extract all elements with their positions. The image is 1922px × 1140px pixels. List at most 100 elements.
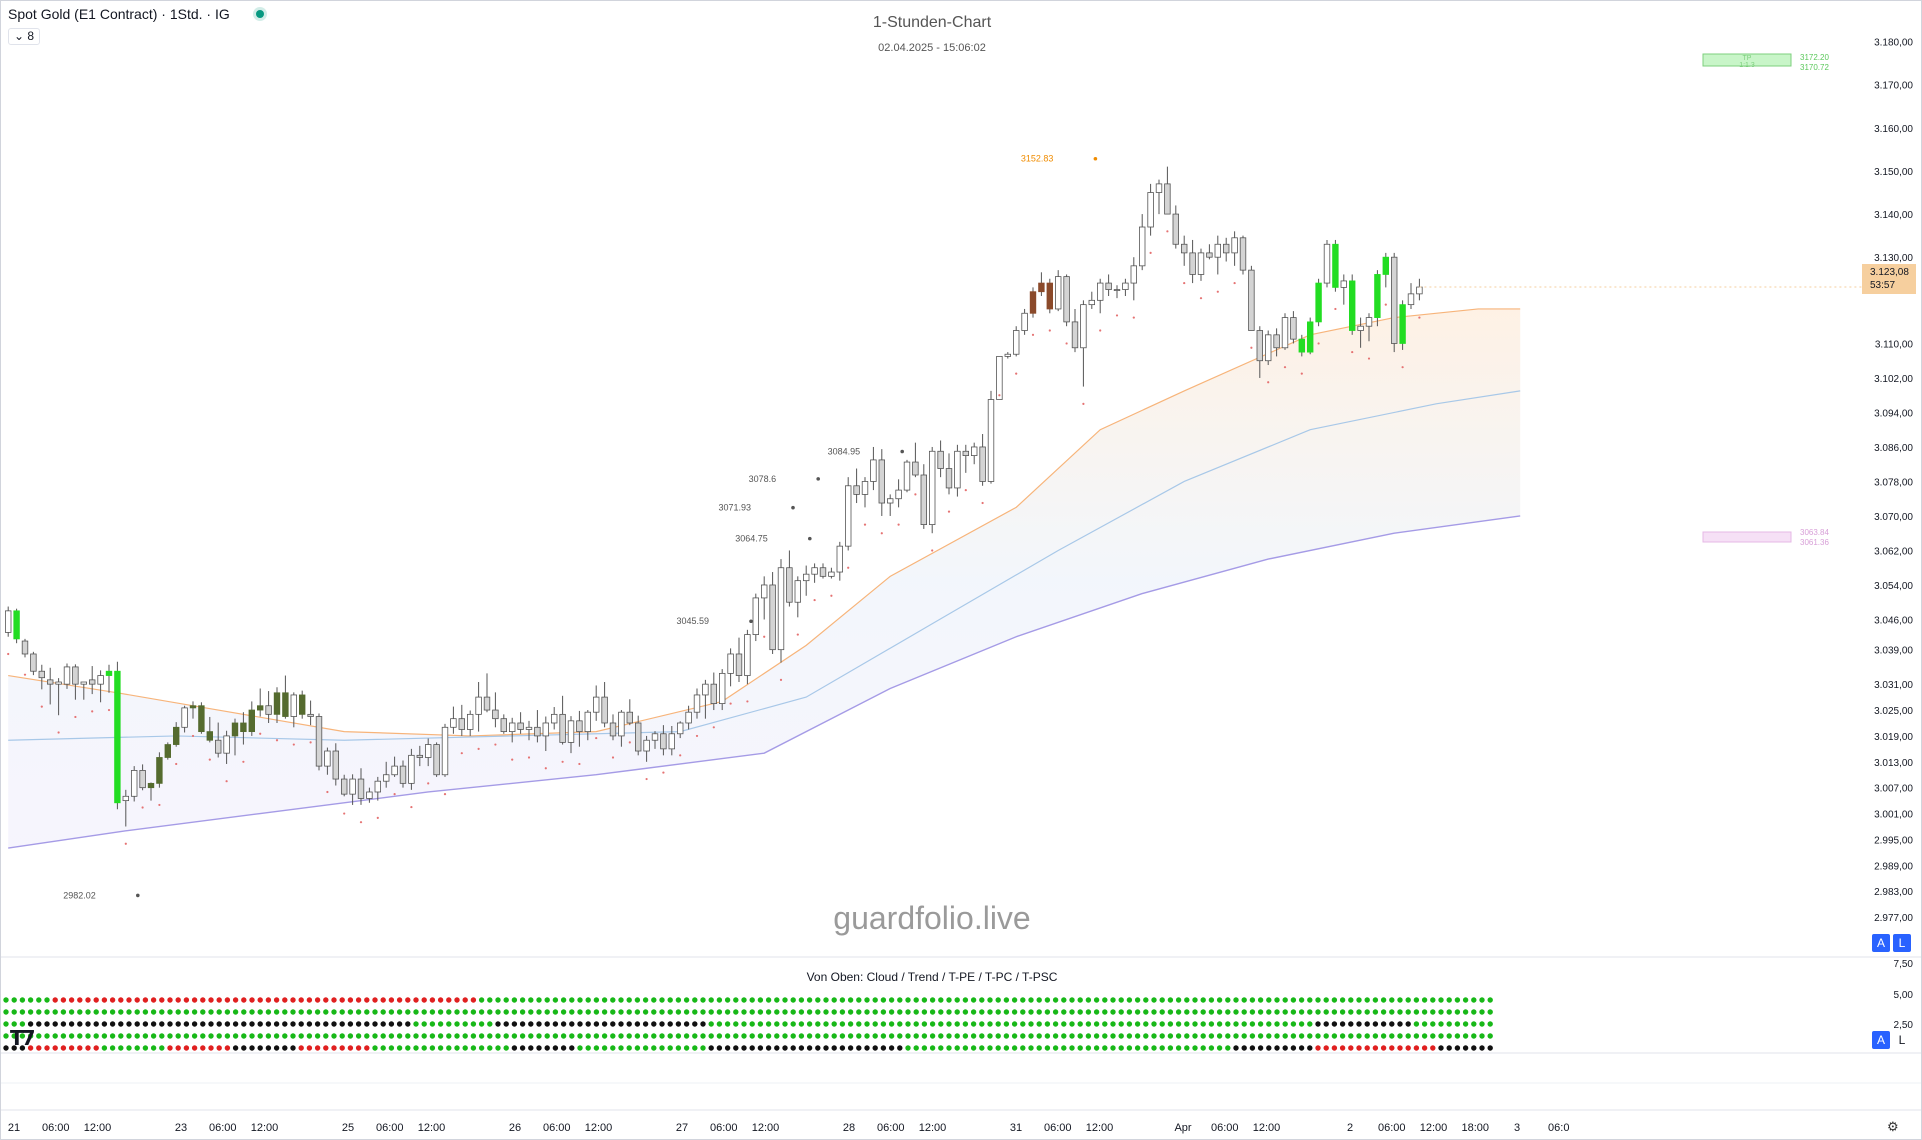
oscillator-dot <box>454 1009 460 1015</box>
oscillator-dot <box>36 1045 42 1051</box>
oscillator-dot <box>3 1033 9 1039</box>
oscillator-dot <box>1389 997 1395 1003</box>
oscillator-dot <box>1405 1045 1411 1051</box>
oscillator-dot <box>569 997 575 1003</box>
price-axis-tick: 3.054,00 <box>1874 581 1913 592</box>
candle-body <box>559 713 566 743</box>
oscillator-dot <box>1438 997 1444 1003</box>
oscillator-dot <box>634 1009 641 1015</box>
oscillator-dot <box>1356 1045 1362 1051</box>
trailing-stop-dot <box>376 816 379 819</box>
oscillator-dot <box>413 1021 419 1027</box>
trailing-stop-dot <box>511 758 514 761</box>
trailing-stop-dot <box>796 633 799 636</box>
time-axis-tick: 12:00 <box>585 1122 613 1134</box>
oscillator-dot <box>85 1009 91 1015</box>
time-axis-tick: 12:00 <box>251 1122 279 1134</box>
oscillator-dot <box>913 1009 919 1015</box>
oscillator-dot <box>462 1021 468 1027</box>
oscillator-dot <box>478 1045 485 1051</box>
oscillator-dot <box>1184 1009 1190 1015</box>
oscillator-dot <box>757 1021 764 1027</box>
time-axis-tick: 06:00 <box>543 1122 571 1134</box>
candle-body <box>651 733 659 741</box>
oscillator-dot <box>872 1021 878 1027</box>
tradingview-logo-icon[interactable]: T7 <box>10 1026 36 1050</box>
oscillator-dot <box>585 1045 591 1051</box>
log-scale-button[interactable]: L <box>1893 934 1911 952</box>
oscillator-dot <box>216 1021 222 1027</box>
trailing-stop-dot <box>1367 357 1371 360</box>
candle-body <box>30 653 37 672</box>
candle-countdown: 53:57 <box>1870 280 1896 291</box>
oscillator-dot <box>167 997 173 1003</box>
oscillator-dot <box>364 1033 370 1039</box>
oscillator-dot <box>1175 1021 1182 1027</box>
oscillator-dot <box>560 1033 567 1039</box>
candle-body <box>433 744 440 776</box>
oscillator-dot <box>503 1021 509 1027</box>
trailing-stop-dot <box>695 734 699 738</box>
oscillator-dot <box>437 1033 444 1039</box>
oscillator-dot <box>437 1021 444 1027</box>
oscillator-dot <box>1159 1021 1165 1027</box>
oscillator-dot <box>823 997 829 1003</box>
oscillator-dot <box>1011 1033 1018 1039</box>
candle-body <box>13 610 20 640</box>
oscillator-dot <box>528 1045 534 1051</box>
candle-body <box>920 474 927 525</box>
oscillator-dot <box>1471 1021 1477 1027</box>
panel-auto-scale-button[interactable]: A <box>1872 1031 1890 1049</box>
oscillator-dot <box>1110 1045 1116 1051</box>
oscillator-dot <box>913 1045 919 1051</box>
oscillator-dot <box>724 1021 731 1027</box>
oscillator-dot <box>1364 1033 1370 1039</box>
oscillator-dot <box>109 1009 116 1015</box>
oscillator-dot <box>1372 1021 1379 1027</box>
oscillator-dot <box>1151 1009 1157 1015</box>
auto-scale-button[interactable]: A <box>1872 934 1890 952</box>
oscillator-dot <box>1077 1033 1083 1039</box>
oscillator-dot <box>1290 1009 1297 1015</box>
oscillator-dot <box>708 1045 714 1051</box>
gear-icon[interactable]: ⚙ <box>1887 1119 1899 1134</box>
oscillator-dot <box>1134 1009 1141 1015</box>
annotation-label: 3071.93 <box>718 503 751 513</box>
oscillator-dot <box>150 1045 157 1051</box>
oscillator-dot <box>979 1009 985 1015</box>
candle-body <box>525 726 533 730</box>
oscillator-dot <box>249 1009 255 1015</box>
price-axis-tick: 3.070,00 <box>1874 512 1913 523</box>
oscillator-dot <box>1462 1033 1469 1039</box>
oscillator-dot <box>921 1033 928 1039</box>
oscillator-dot <box>101 1009 108 1015</box>
candle-body <box>164 744 171 758</box>
oscillator-dot <box>331 1033 337 1039</box>
oscillator-dot <box>593 1033 600 1039</box>
target-label-upper: 3172.20 <box>1800 53 1829 62</box>
oscillator-dot <box>36 1033 42 1039</box>
oscillator-dot <box>257 1045 263 1051</box>
oscillator-dot <box>405 1033 411 1039</box>
annotation-marker <box>808 536 812 541</box>
oscillator-dot <box>1331 1033 1338 1039</box>
oscillator-dot <box>216 1009 222 1015</box>
oscillator-dot <box>872 1009 878 1015</box>
oscillator-dot <box>634 1033 641 1039</box>
oscillator-dot <box>19 1033 26 1039</box>
candle-body <box>1139 226 1146 267</box>
oscillator-dot <box>1331 1009 1338 1015</box>
oscillator-dot <box>413 1033 419 1039</box>
oscillator-dot <box>675 1009 682 1015</box>
oscillator-dot <box>19 1021 26 1027</box>
indicators-toggle-button[interactable]: ⌄ 8 <box>8 28 41 45</box>
symbol-title[interactable]: Spot Gold (E1 Contract) · 1Std. · IG <box>8 6 230 22</box>
oscillator-dot <box>355 1021 362 1027</box>
oscillator-dot <box>700 1045 706 1051</box>
oscillator-dot <box>593 1021 600 1027</box>
oscillator-dot <box>1036 997 1042 1003</box>
panel-log-scale-button[interactable]: L <box>1893 1031 1911 1049</box>
oscillator-dot <box>421 1045 427 1051</box>
oscillator-dot <box>290 1009 296 1015</box>
